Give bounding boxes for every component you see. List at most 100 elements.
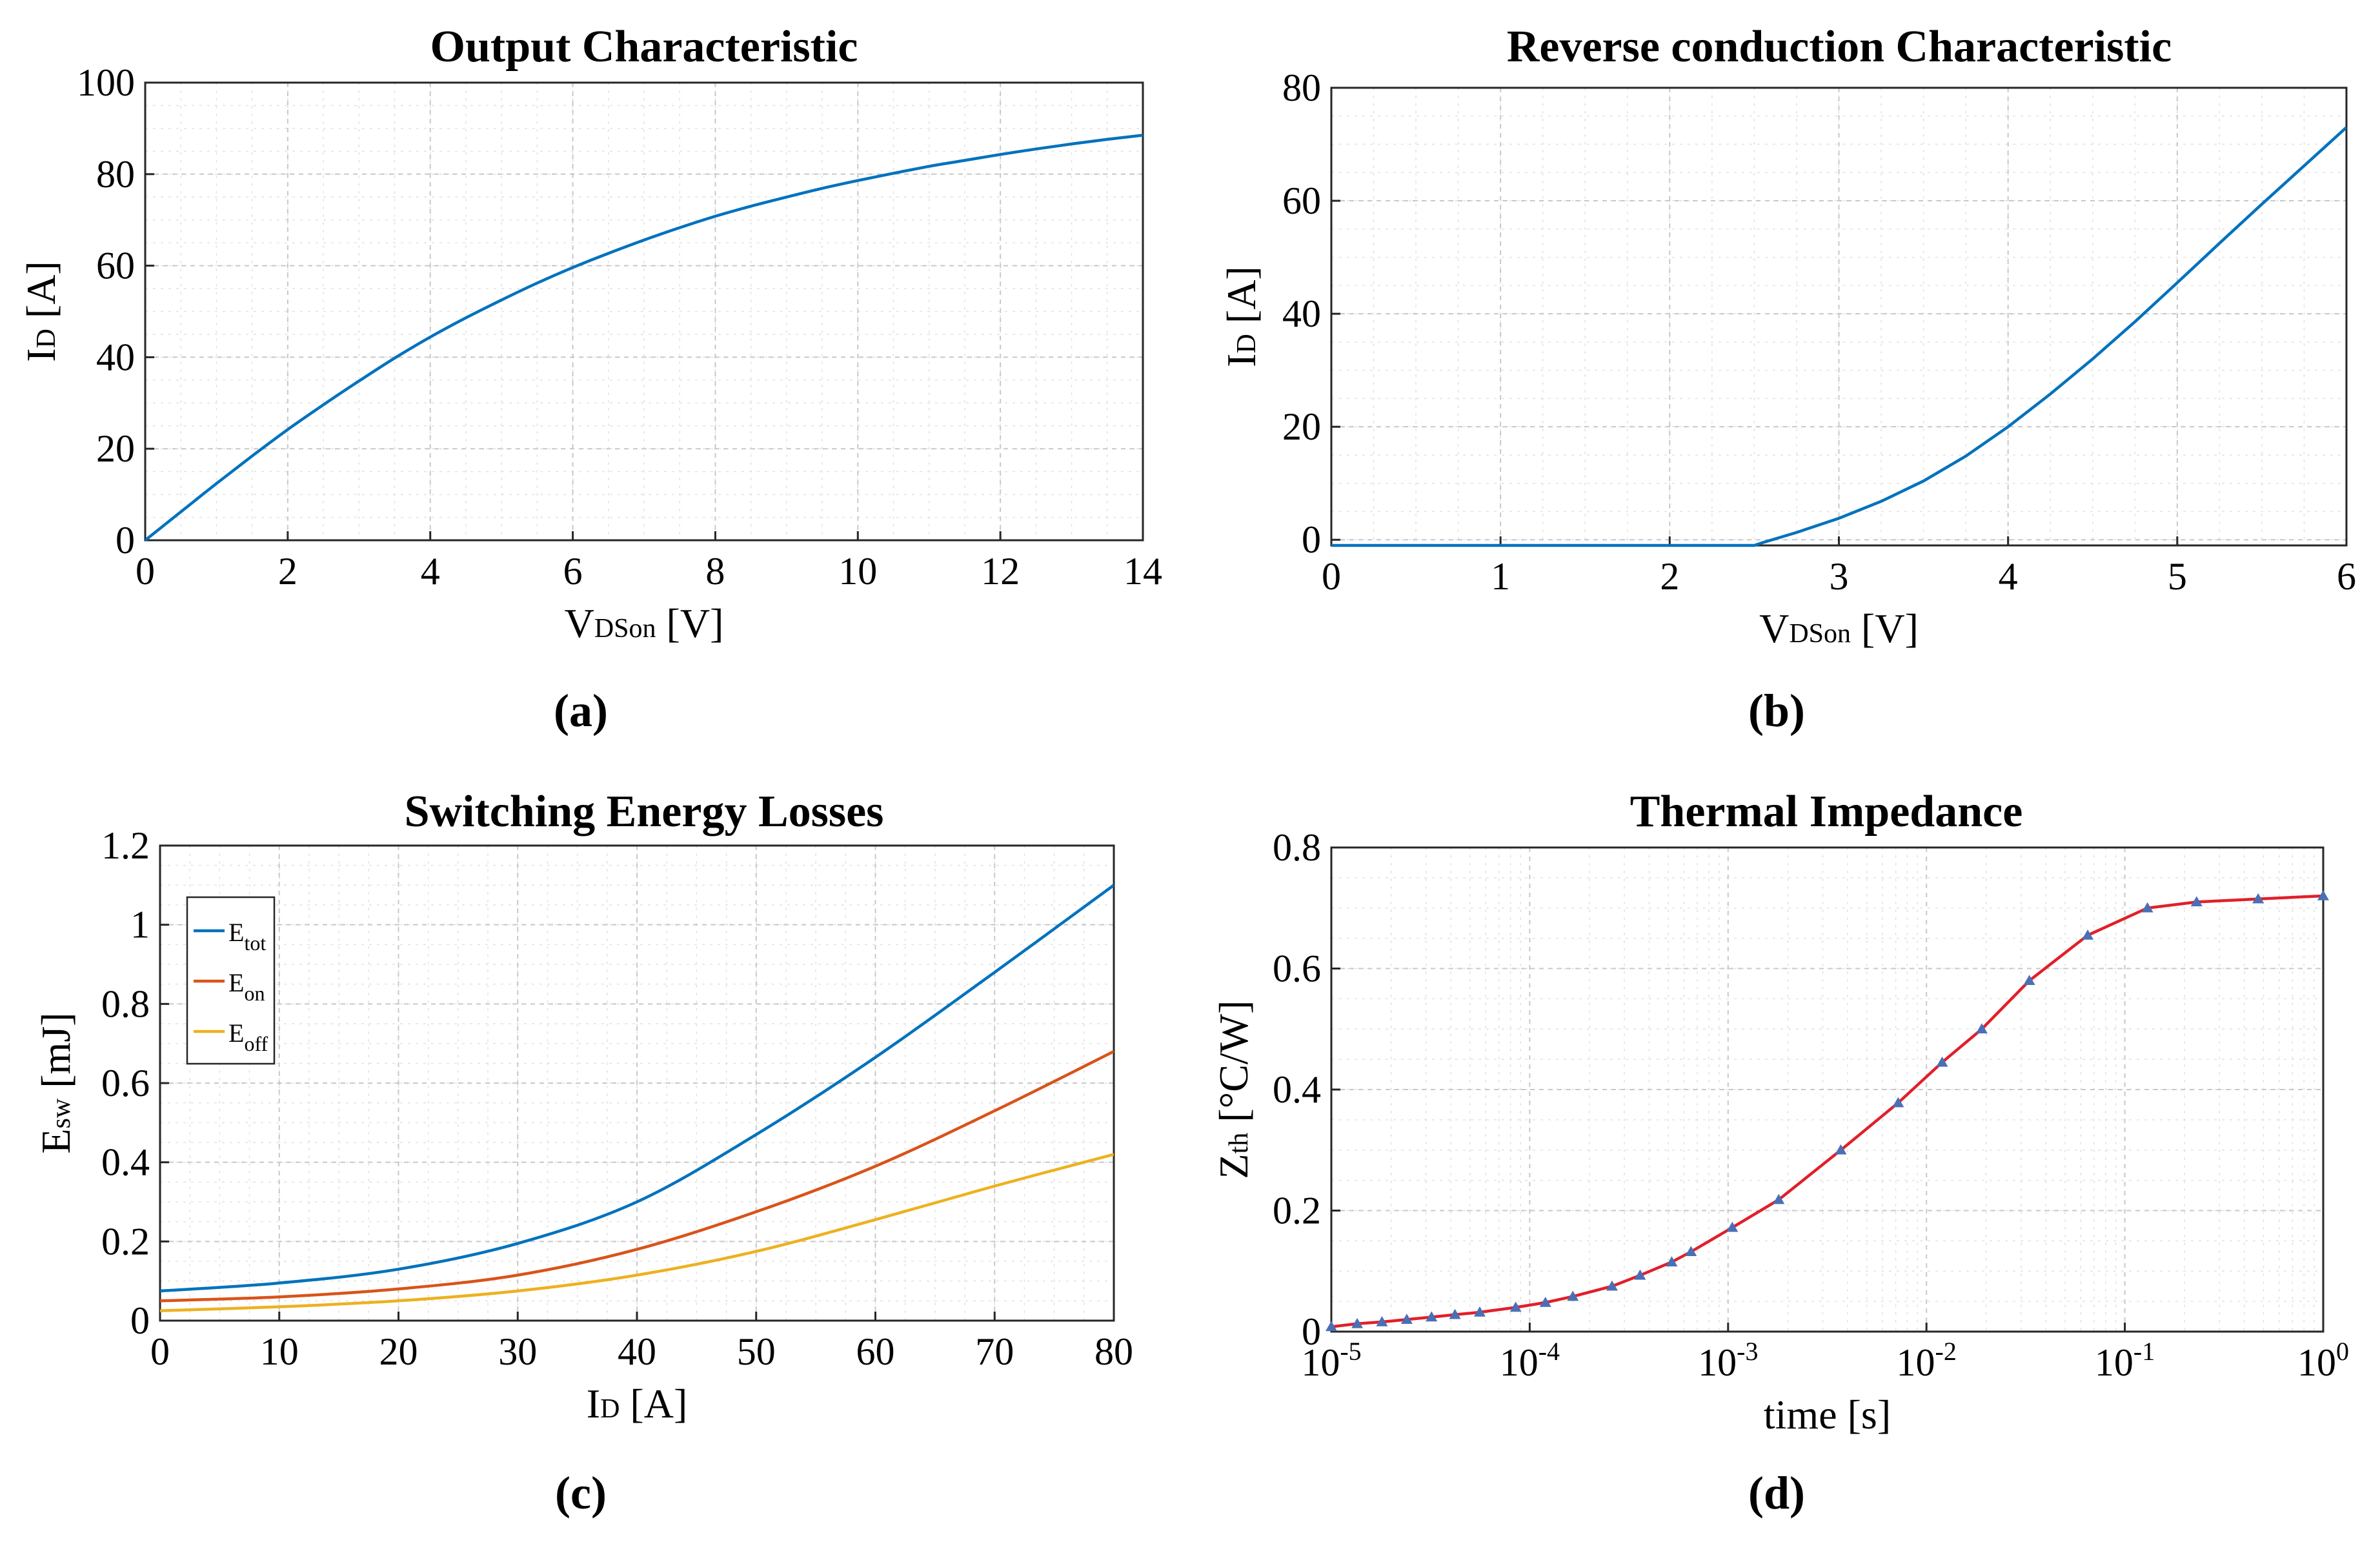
x-axis-label: VDSon [V]	[565, 600, 724, 646]
x-tick-label: 10	[838, 550, 877, 593]
x-tick-label: 6	[2337, 555, 2356, 598]
y-tick-label: 0	[130, 1299, 150, 1342]
panel-caption: (c)	[555, 1467, 607, 1519]
x-tick-label: 50	[737, 1330, 776, 1373]
x-tick-label: 20	[379, 1330, 418, 1373]
x-tick-label-exponent: -4	[1538, 1337, 1560, 1366]
y-tick-label: 0.4	[1273, 1068, 1321, 1111]
x-tick-label: 10-5	[1301, 1337, 1361, 1384]
legend-entry-sub: on	[244, 982, 265, 1005]
data-point-marker	[2023, 975, 2035, 985]
chart-title: Switching Energy Losses	[405, 787, 884, 837]
data-point-marker	[1892, 1097, 1904, 1108]
y-axis-label-unit: [A]	[1218, 266, 1264, 334]
series-line-z-th	[1331, 894, 2323, 1328]
data-point-marker	[1351, 1317, 1364, 1328]
x-tick-label-exponent: -3	[1737, 1337, 1758, 1366]
data-point-marker	[1567, 1290, 1579, 1301]
data-point-marker	[1936, 1056, 1948, 1067]
data-point-marker	[1666, 1256, 1678, 1266]
data-point-marker	[1473, 1306, 1486, 1317]
x-tick-label: 4	[421, 550, 440, 593]
y-axis-label: Zth [°C/W]	[1211, 1000, 1256, 1179]
panel-thermal-impedance: 10-5 10-4 10-3 10-2 10-1 10000.20.40.60.8Ther…	[1211, 787, 2349, 1519]
series-line-e-off	[160, 1153, 1114, 1312]
panel-caption: (b)	[1748, 685, 1805, 736]
x-tick-label-base: 10	[2297, 1341, 2336, 1384]
y-axis-label-main: Z	[1211, 1153, 1256, 1179]
x-tick-label: 10-4	[1500, 1337, 1560, 1384]
x-axis-label-main: V	[1759, 605, 1789, 651]
x-tick-label: 80	[1094, 1330, 1133, 1373]
chart-title: Thermal Impedance	[1630, 787, 2023, 837]
x-tick-label: 4	[1999, 555, 2018, 598]
x-axis-label: VDSon [V]	[1759, 605, 1919, 651]
x-tick-label: 60	[856, 1330, 895, 1373]
series-line-e-on	[160, 1050, 1114, 1303]
data-point-marker	[2252, 893, 2264, 904]
y-axis-label-sub: D	[1232, 334, 1262, 353]
data-point-marker	[2317, 890, 2329, 900]
x-axis-label-unit: [V]	[1851, 605, 1919, 651]
y-axis-label-sub: sw	[46, 1098, 76, 1128]
legend-entry: Eoff	[228, 1019, 268, 1055]
y-axis-label-sub: D	[32, 329, 61, 348]
data-point-marker	[1539, 1297, 1551, 1307]
data-point-marker	[1634, 1269, 1646, 1280]
y-tick-label: 0.8	[101, 982, 150, 1025]
y-tick-label: 1.2	[101, 824, 150, 867]
x-tick-label-exponent: -5	[1340, 1337, 1361, 1366]
y-axis-label-sub: th	[1224, 1133, 1254, 1154]
x-axis-label-main: V	[565, 600, 594, 646]
x-axis-label-main: time [s]	[1764, 1392, 1891, 1437]
legend-entry-sub: off	[244, 1032, 268, 1055]
y-axis-label-main: I	[18, 348, 64, 361]
panel-caption: (a)	[554, 685, 608, 736]
data-point-marker	[1685, 1246, 1697, 1256]
x-tick-label: 14	[1124, 550, 1162, 593]
x-tick-label: 8	[705, 550, 725, 593]
data-point-marker	[2190, 896, 2203, 907]
x-axis-label-main: I	[587, 1381, 600, 1426]
y-tick-label: 40	[1282, 292, 1321, 335]
y-axis-label-main: E	[33, 1128, 79, 1153]
chart-title: Reverse conduction Characteristic	[1507, 22, 2172, 72]
data-point-marker	[1975, 1023, 1988, 1033]
series-line-i-d	[145, 134, 1143, 542]
y-axis-label-unit: [°C/W]	[1211, 1000, 1256, 1133]
y-tick-label: 40	[96, 336, 135, 378]
data-point-marker	[1509, 1301, 1522, 1312]
y-tick-label: 80	[96, 153, 135, 196]
x-tick-label: 10-2	[1897, 1337, 1957, 1384]
y-tick-label: 20	[96, 427, 135, 470]
y-axis-label: ID [A]	[1218, 266, 1264, 367]
x-tick-label-base: 10	[1698, 1341, 1737, 1384]
legend-entry-main: E	[228, 968, 244, 997]
y-tick-label: 0	[116, 519, 135, 562]
x-tick-label: 10-3	[1698, 1337, 1758, 1384]
panel-output-characteristic: 0 2 4 6 8 10 12 14 0 20 40 60 80 100 Output Characteri…	[18, 22, 1162, 736]
x-tick-label: 5	[2168, 555, 2187, 598]
data-point-marker	[1449, 1308, 1461, 1319]
x-tick-label: 0	[136, 550, 155, 593]
panel-caption: (d)	[1748, 1467, 1805, 1519]
x-tick-label: 0	[1322, 555, 1341, 598]
x-tick-label-base: 10	[2095, 1341, 2133, 1384]
x-tick-label: 10-1	[2095, 1337, 2155, 1384]
chart-title: Output Characteristic	[430, 22, 858, 72]
x-axis-label-unit: [V]	[656, 600, 724, 646]
data-point-marker	[1376, 1316, 1388, 1326]
y-tick-label: 0	[1302, 1310, 1321, 1353]
x-tick-label: 3	[1830, 555, 1849, 598]
x-axis-label-sub: DSon	[1789, 619, 1851, 649]
axes-frame	[144, 81, 1144, 542]
x-tick-label: 2	[1660, 555, 1679, 598]
y-tick-label: 20	[1282, 405, 1321, 448]
panel-switching-energy-losses: 0 10 20 30 40 50 60 70 80 0 0.2 0.4 0.6 0.8 1 1.2 Switch…	[33, 787, 1133, 1519]
data-point-marker	[1326, 1321, 1337, 1332]
legend-entry: Eon	[228, 968, 265, 1005]
x-axis-label-sub: DSon	[594, 614, 656, 644]
x-tick-label: 100	[2297, 1337, 2349, 1384]
